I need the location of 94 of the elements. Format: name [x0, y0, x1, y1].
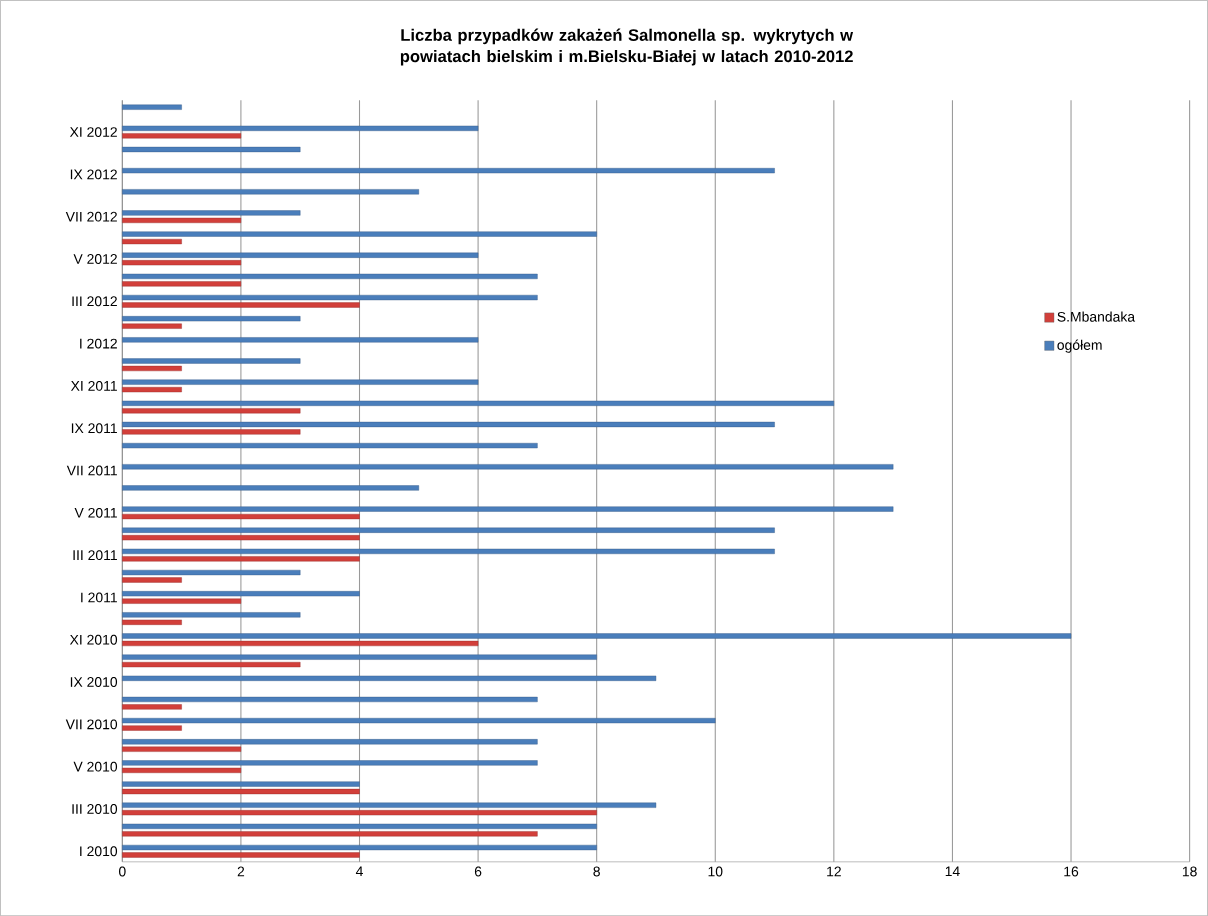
bar — [122, 852, 360, 858]
bar — [122, 577, 182, 583]
bar — [122, 281, 242, 287]
bar — [122, 527, 775, 533]
bar — [122, 442, 538, 449]
bar — [122, 831, 538, 837]
bar — [122, 464, 894, 470]
bar — [122, 556, 360, 562]
y-tick-label: V 2012 — [73, 253, 117, 264]
x-tick-label: 0 — [118, 866, 126, 877]
bar — [122, 767, 242, 773]
chart-title: Liczba przypadków zakażeń Salmonella sp. wykrytych w powiatach bielskim i m.Bielsku-Białej w latach 2010-2012 — [400, 28, 854, 66]
bar — [122, 619, 182, 625]
y-tick-label: XI 2011 — [70, 380, 117, 391]
bar — [122, 640, 479, 646]
bar — [122, 260, 242, 266]
bar — [122, 661, 301, 668]
bar — [122, 252, 479, 258]
bar — [122, 133, 242, 139]
y-tick-label: VII 2010 — [65, 719, 118, 730]
bar — [122, 323, 182, 329]
y-tick-label: IX 2010 — [70, 677, 118, 687]
y-tick-label: I 2012 — [80, 338, 117, 349]
bar — [122, 125, 479, 131]
bar — [122, 104, 182, 110]
y-tick-label: VII 2012 — [65, 211, 117, 222]
bar — [122, 379, 479, 385]
bar — [122, 358, 301, 364]
x-tick-label: 4 — [355, 866, 363, 877]
bar — [122, 513, 360, 520]
y-tick-label: IX 2011 — [71, 423, 117, 434]
bar — [122, 696, 538, 702]
bar — [122, 316, 301, 322]
bar — [122, 823, 597, 829]
y-tick-label: V 2011 — [74, 507, 117, 518]
bar — [122, 294, 538, 301]
bar — [122, 167, 775, 174]
bar — [122, 365, 182, 371]
bar — [122, 654, 597, 660]
y-tick-label: VII 2011 — [66, 465, 117, 476]
x-tick-label: 14 — [945, 866, 960, 877]
bar — [122, 704, 182, 710]
bar — [122, 802, 657, 808]
bar — [122, 421, 775, 427]
legend-label: ogółem — [1057, 339, 1102, 353]
bar — [122, 760, 538, 766]
bar — [122, 725, 182, 731]
x-tick-label: 12 — [827, 866, 841, 877]
bar — [122, 746, 242, 752]
x-tick-label: 10 — [708, 866, 723, 877]
bar — [122, 739, 538, 745]
bar — [122, 569, 301, 576]
bar — [122, 548, 775, 554]
bar — [122, 485, 419, 491]
bar — [122, 337, 479, 343]
bar — [122, 844, 597, 851]
bar — [122, 210, 301, 216]
x-tick-label: 6 — [474, 866, 482, 877]
x-tick-label: 2 — [237, 866, 245, 877]
bar — [122, 400, 835, 406]
y-tick-label: XI 2010 — [69, 634, 118, 645]
bar — [122, 386, 182, 393]
bar — [122, 231, 597, 237]
y-tick-label: III 2010 — [72, 803, 118, 814]
legend-label: S.Mbandaka — [1057, 311, 1136, 322]
bar — [122, 535, 360, 541]
bar — [122, 598, 242, 604]
bar — [122, 717, 716, 724]
y-tick-label: IX 2012 — [70, 169, 117, 180]
x-tick-label: 16 — [1064, 866, 1079, 877]
bar — [122, 273, 538, 279]
bar — [122, 633, 1072, 639]
bar — [122, 506, 894, 512]
bar — [122, 612, 301, 618]
x-tick-label: 8 — [593, 866, 600, 877]
bar — [122, 217, 242, 223]
bar — [122, 429, 301, 435]
bar — [122, 809, 597, 816]
x-tick-label: 18 — [1182, 866, 1197, 877]
bar — [122, 591, 360, 597]
y-tick-label: I 2011 — [81, 592, 117, 603]
y-tick-label: XI 2012 — [69, 127, 117, 137]
bar — [122, 781, 360, 787]
y-tick-label: III 2012 — [72, 296, 117, 307]
y-tick-label: V 2010 — [73, 761, 118, 772]
bar — [122, 189, 419, 195]
bar — [122, 788, 360, 795]
bar — [122, 238, 182, 245]
y-tick-label: III 2011 — [73, 550, 117, 560]
bar — [122, 302, 360, 308]
bar — [122, 146, 301, 152]
bar — [122, 675, 657, 681]
y-tick-label: I 2010 — [80, 846, 118, 857]
bar — [122, 408, 301, 414]
